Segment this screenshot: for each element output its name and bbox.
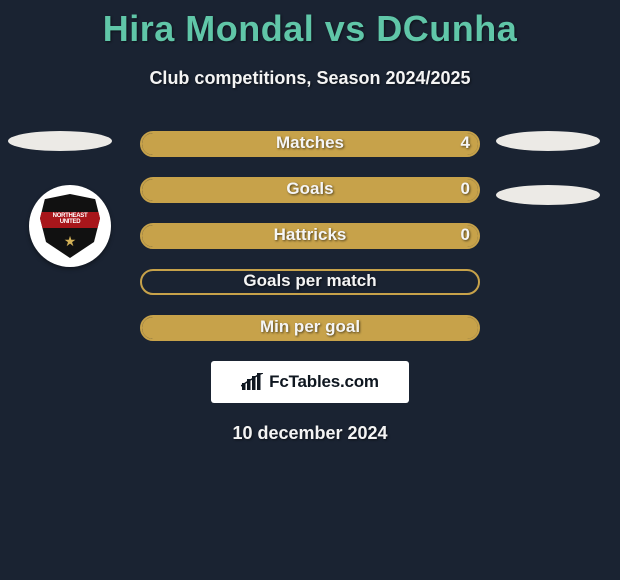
- stat-right-value: 0: [461, 225, 470, 245]
- crest-text: NORTHEASTUNITED: [40, 213, 100, 225]
- crest-shield: NORTHEASTUNITED ★: [40, 194, 100, 258]
- page-title: Hira Mondal vs DCunha: [0, 0, 620, 50]
- brand-label: FcTables.com: [269, 372, 379, 392]
- stat-right-value: 4: [461, 133, 470, 153]
- brand-box[interactable]: FcTables.com: [211, 361, 409, 403]
- stat-row-hattricks: Hattricks 0: [140, 223, 480, 249]
- stat-label: Hattricks: [140, 225, 480, 245]
- stats-area: NORTHEASTUNITED ★ Matches 4 Goals 0 Hatt…: [0, 131, 620, 341]
- club-crest: NORTHEASTUNITED ★: [29, 185, 111, 267]
- stat-label: Matches: [140, 133, 480, 153]
- player-photo-placeholder-right-1: [496, 131, 600, 151]
- bar-chart-icon: [241, 373, 263, 391]
- player-photo-placeholder-right-2: [496, 185, 600, 205]
- subtitle: Club competitions, Season 2024/2025: [0, 68, 620, 89]
- date-line: 10 december 2024: [0, 423, 620, 444]
- stat-label: Goals per match: [140, 271, 480, 291]
- club-crest-inner: NORTHEASTUNITED ★: [40, 194, 100, 258]
- player-photo-placeholder-left: [8, 131, 112, 151]
- stat-row-matches: Matches 4: [140, 131, 480, 157]
- crest-star-icon: ★: [40, 234, 100, 248]
- stat-label: Goals: [140, 179, 480, 199]
- stat-label: Min per goal: [140, 317, 480, 337]
- stat-right-value: 0: [461, 179, 470, 199]
- stat-row-gpm: Goals per match: [140, 269, 480, 295]
- stat-row-goals: Goals 0: [140, 177, 480, 203]
- stat-row-mpg: Min per goal: [140, 315, 480, 341]
